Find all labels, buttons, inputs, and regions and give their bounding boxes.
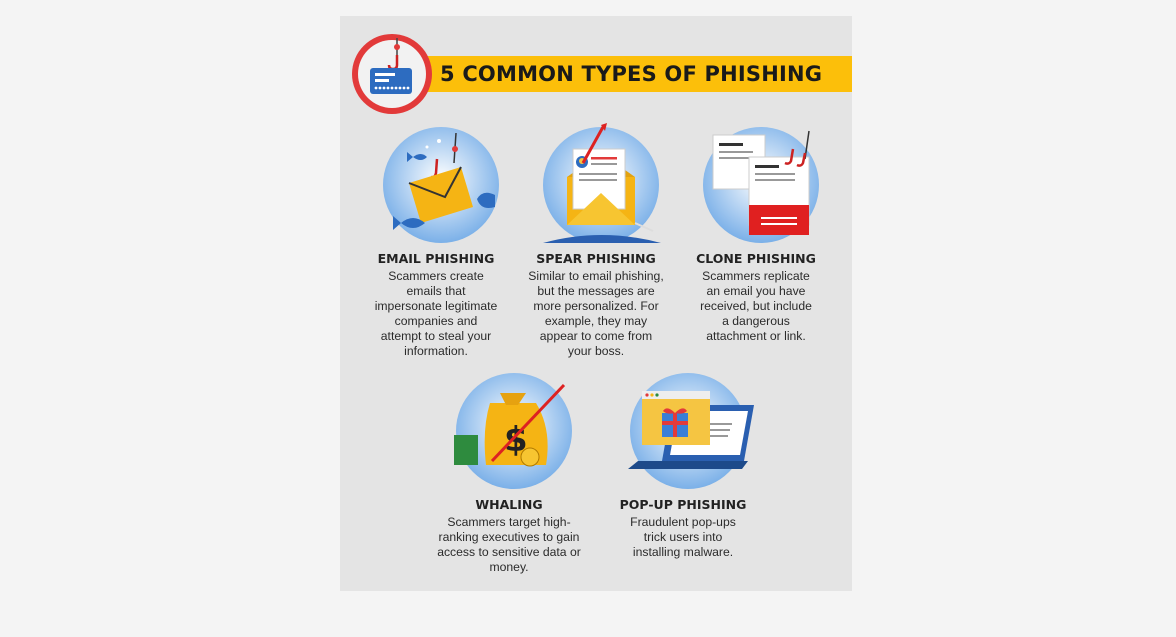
cloned-documents-icon <box>703 127 819 243</box>
phishing-hook-card-icon <box>352 34 432 114</box>
clone-phishing-title: CLONE PHISHING <box>696 251 816 266</box>
whaling-title: WHALING <box>475 497 543 512</box>
type-clone-phishing: CLONE PHISHING Scammers replicate an ema… <box>676 123 836 344</box>
email-phishing-title: EMAIL PHISHING <box>377 251 495 266</box>
money-bag-hook-icon: $ <box>454 373 572 489</box>
title-banner: 5 COMMON TYPES OF PHISHING <box>425 56 852 92</box>
envelope-spear-icon <box>543 123 661 243</box>
type-email-phishing: EMAIL PHISHING Scammers create emails th… <box>356 123 516 359</box>
type-spear-phishing: SPEAR PHISHING Similar to email phishing… <box>516 123 676 359</box>
whaling-description: Scammers target high-ranking executives … <box>437 515 581 574</box>
clone-phishing-description: Scammers replicate an email you have rec… <box>700 269 812 343</box>
envelope-fish-hook-icon <box>383 127 499 243</box>
popup-phishing-description: Fraudulent pop-ups trick users into inst… <box>630 515 736 559</box>
spear-phishing-title: SPEAR PHISHING <box>536 251 656 266</box>
popup-phishing-title: POP-UP PHISHING <box>619 497 747 512</box>
infographic-card: 5 COMMON TYPES OF PHISHING <box>340 16 852 591</box>
email-phishing-description: Scammers create emails that impersonate … <box>374 269 498 358</box>
laptop-popup-icon <box>628 373 754 489</box>
spear-phishing-description: Similar to email phishing, but the messa… <box>528 269 664 358</box>
type-whaling: $ WHALING Scammers target high-ranking e… <box>429 369 589 575</box>
type-popup-phishing: POP-UP PHISHING Fraudulent pop-ups trick… <box>603 369 763 560</box>
page-title: 5 COMMON TYPES OF PHISHING <box>440 62 823 86</box>
